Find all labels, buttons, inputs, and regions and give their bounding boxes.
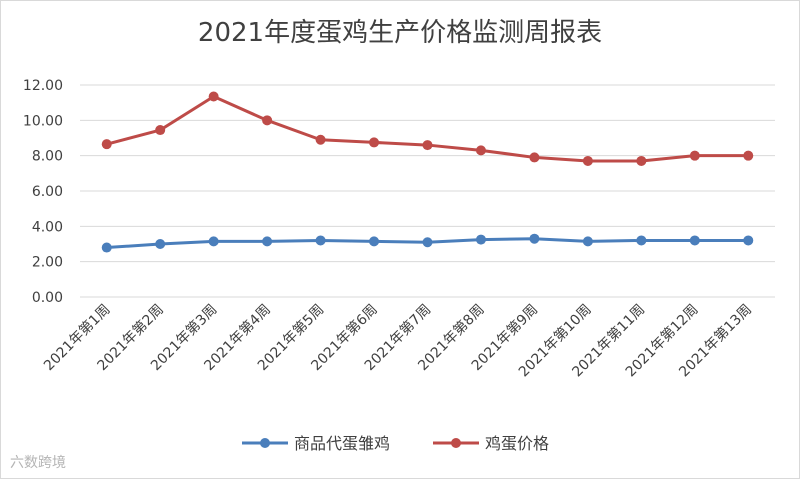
legend: 商品代蛋雏鸡 鸡蛋价格	[242, 434, 549, 453]
plot-area	[101, 91, 754, 253]
data-point	[529, 152, 540, 163]
data-point	[369, 236, 380, 247]
data-point	[636, 235, 647, 246]
x-axis: 2021年第1周2021年第2周2021年第3周2021年第4周2021年第5周…	[40, 301, 755, 381]
data-point	[422, 237, 433, 248]
data-point	[208, 91, 219, 102]
data-point	[582, 236, 593, 247]
data-point	[582, 155, 593, 166]
y-tick-label: 2.00	[32, 255, 63, 271]
data-point	[208, 236, 219, 247]
data-point	[262, 236, 273, 247]
data-point	[475, 234, 486, 245]
y-tick-label: 12.00	[23, 78, 63, 94]
data-point	[475, 145, 486, 156]
data-point	[155, 239, 166, 249]
data-point	[369, 137, 380, 148]
y-axis: 0.00 2.00 4.00 6.00 8.00 10.00 12.00	[23, 78, 63, 306]
data-point	[262, 115, 273, 126]
data-point	[689, 235, 700, 246]
series-line-2	[106, 94, 749, 163]
data-point	[743, 235, 754, 246]
watermark: 六数跨境	[10, 455, 66, 471]
legend-marker	[260, 438, 270, 448]
legend-label: 鸡蛋价格	[485, 434, 549, 453]
legend-marker	[451, 438, 461, 448]
data-point	[529, 233, 540, 244]
chart-title: 2021年度蛋鸡生产价格监测周报表	[197, 18, 603, 48]
y-tick-label: 8.00	[32, 149, 63, 165]
data-point	[155, 125, 166, 136]
data-point	[422, 140, 433, 151]
y-tick-label: 6.00	[32, 184, 63, 200]
data-point	[101, 139, 112, 150]
legend-label: 商品代蛋雏鸡	[294, 434, 390, 453]
y-tick-label: 0.00	[32, 290, 63, 306]
y-tick-label: 4.00	[32, 219, 63, 235]
y-tick-label: 10.00	[23, 113, 63, 129]
data-point	[689, 150, 700, 161]
data-point	[315, 235, 326, 246]
data-point	[101, 242, 112, 253]
data-point	[315, 134, 326, 145]
gridlines	[80, 84, 775, 298]
data-point	[743, 150, 754, 161]
data-point	[636, 155, 647, 166]
